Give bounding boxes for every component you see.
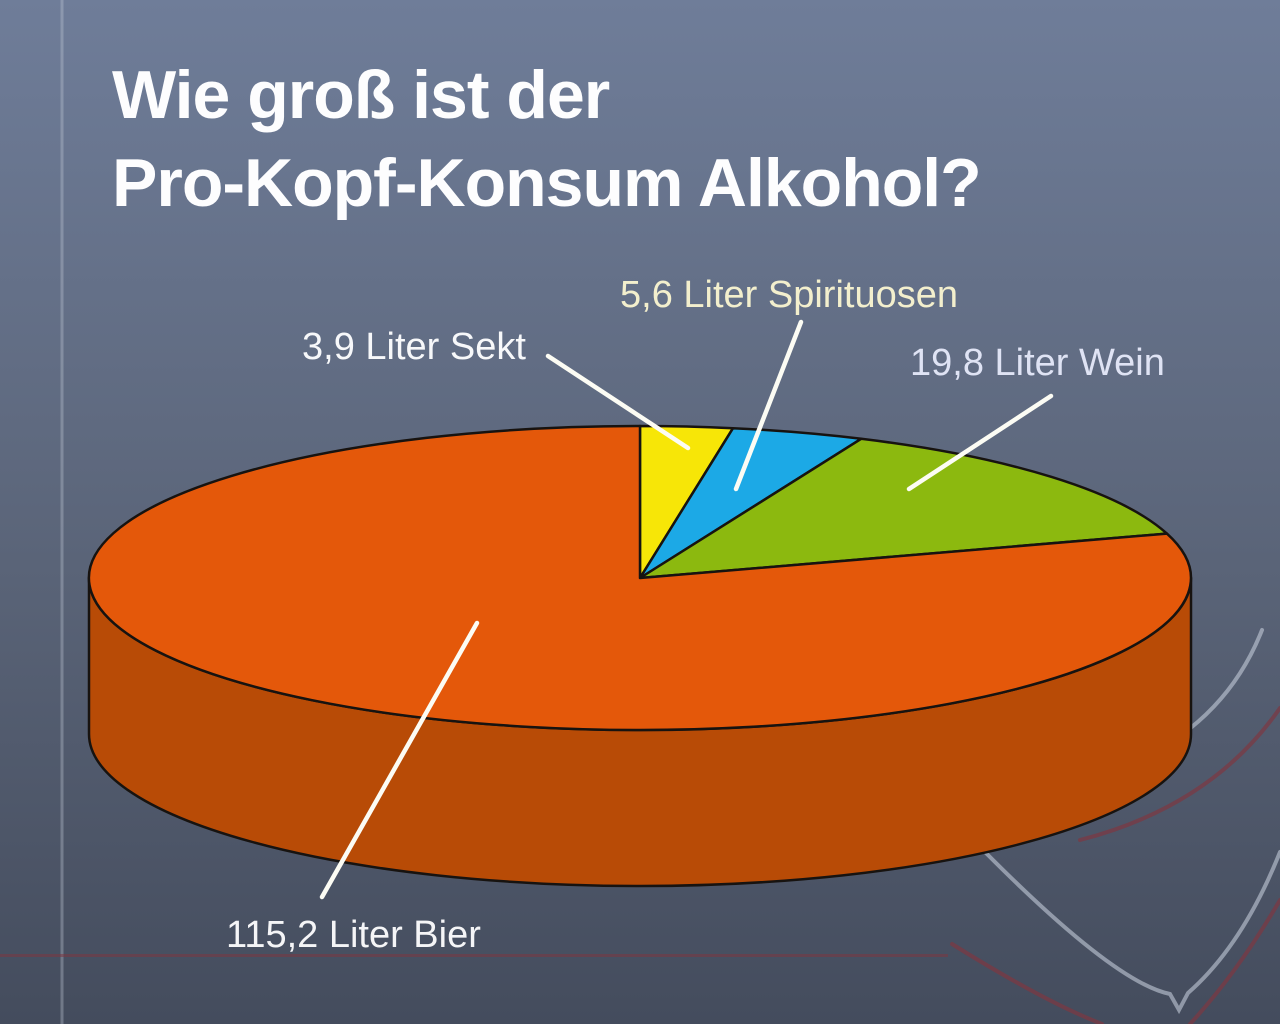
pie-slice-wein xyxy=(638,437,1169,580)
pie-chart-3d xyxy=(87,424,1193,888)
pie-slice-bier xyxy=(87,424,1193,732)
leader-line-bier xyxy=(319,620,480,900)
leader-line-wein xyxy=(906,393,1054,492)
slice-label-wein: 19,8 Liter Wein xyxy=(910,342,1165,384)
decor-arc-red-right xyxy=(1188,898,1280,1024)
leader-line-spirituosen xyxy=(733,319,804,492)
leader-line-sekt xyxy=(545,353,691,451)
slice-label-bier: 115,2 Liter Bier xyxy=(226,914,481,956)
slice-label-spirituosen: 5,6 Liter Spirituosen xyxy=(620,274,958,316)
slide-title-line-2: Pro-Kopf-Konsum Alkohol? xyxy=(112,145,982,221)
decor-arc-red-left xyxy=(950,942,1104,1024)
slide-title: Wie groß ist der Pro-Kopf-Konsum Alkohol… xyxy=(112,51,982,227)
decor-arc-light-v xyxy=(983,850,1280,1015)
decor-arc-red-top xyxy=(1078,706,1280,842)
slide-title-line-1: Wie groß ist der xyxy=(112,57,610,133)
leader-lines xyxy=(319,319,1054,900)
slice-label-sekt: 3,9 Liter Sekt xyxy=(302,326,526,368)
